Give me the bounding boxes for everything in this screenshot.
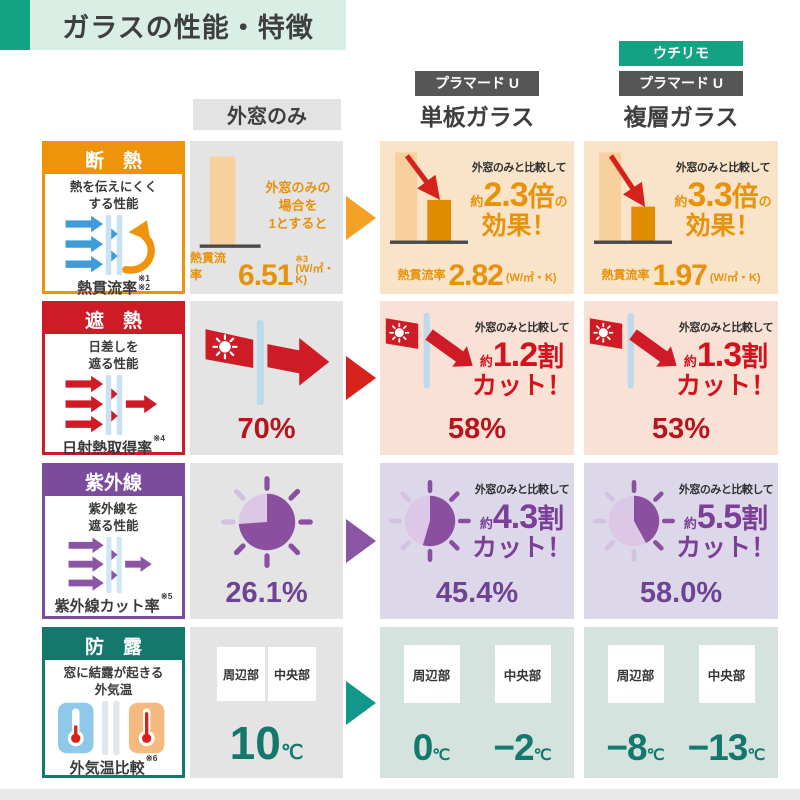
brand-badge-plamado-single: プラマード U	[415, 71, 539, 96]
metric-footnotes: ※6	[145, 752, 158, 763]
metric-name: 紫外線カット率	[54, 597, 160, 615]
double-glass-cell-heat: 外窓のみと比較して 約1.3割 カット！ 53%	[584, 301, 778, 455]
edge-temperature: −8℃	[606, 727, 665, 768]
effect-callout: 外窓のみと比較して 約2.3倍の 効果！	[470, 162, 568, 240]
double-value: 53%	[651, 413, 711, 445]
column-header-baseline: 外窓のみ	[193, 99, 341, 130]
insulation-label-card: 断 熱 熱を伝えにくく する性能	[42, 141, 185, 297]
metric-footnotes: ※5	[160, 590, 173, 601]
baseline-cell-uv: 26.1%	[190, 463, 343, 619]
row-condensation: 防 露 窓に結露が起きる 外気温	[0, 627, 800, 778]
edge-label: 周辺部	[217, 647, 265, 701]
row-title-uv: 紫外線	[45, 466, 182, 496]
single-glass-cell-heat: 外窓のみと比較して 約1.2割 カット！ 58%	[380, 301, 574, 455]
heat-shield-label-card: 遮 熱 日差しを 遮る性能	[42, 301, 185, 457]
right-arrow-icon	[346, 356, 376, 400]
metric-footnotes: ※4	[153, 432, 165, 443]
baseline-bar-chart	[199, 156, 261, 248]
baseline-metric-value: 熱貫流率 6.51 ※3 (W/㎡・K)	[190, 251, 335, 292]
insulation-arrows-icon	[65, 214, 155, 275]
comparison-bar-chart	[390, 152, 468, 244]
single-value: 45.4%	[435, 577, 519, 609]
row-title-condensation: 防 露	[45, 630, 182, 660]
uv-sun-pie-icon	[220, 476, 313, 568]
single-glass-cell-insulation: 外窓のみと比較して 約2.3倍の 効果！ 熱貫流率 2.82 (W/㎡・K)	[380, 141, 574, 294]
edge-label: 周辺部	[403, 645, 460, 703]
uv-sun-pie-icon	[389, 480, 471, 562]
heat-arrows-icon	[65, 374, 157, 435]
baseline-temperature: 10℃	[229, 717, 304, 769]
next-section-edge	[0, 789, 800, 800]
metric-name: 熱貫流率	[77, 279, 138, 297]
row-insulation: 断 熱 熱を伝えにくく する性能	[0, 141, 800, 297]
center-label: 中央部	[268, 647, 316, 701]
single-glass-cell-condensation: 周辺部 0℃ 中央部 −2℃	[380, 627, 574, 778]
metric-name: 日射熱取得率	[62, 439, 153, 457]
baseline-value: 26.1%	[225, 577, 308, 609]
baseline-cell-condensation: 周辺部 中央部 10℃	[190, 627, 343, 778]
baseline-cell-heat: 70%	[190, 301, 343, 455]
double-metric-value: 熱貫流率 1.97 (W/㎡・K)	[601, 258, 761, 292]
single-metric-value: 熱貫流率 2.82 (W/㎡・K)	[397, 258, 557, 292]
column-header-single-glass: 単板ガラス	[419, 104, 535, 130]
page-title: ガラスの性能・特徴	[30, 0, 346, 50]
right-arrow-icon	[346, 519, 376, 563]
row-heat-shield: 遮 熱 日差しを 遮る性能	[0, 301, 800, 457]
center-label: 中央部	[494, 645, 551, 703]
brand-badge-uchirimo: ウチリモ	[619, 41, 743, 66]
effect-callout: 外窓のみと比較して 約1.3割 カット！	[676, 322, 777, 400]
uv-label-card: 紫外線 紫外線を 遮る性能	[42, 463, 185, 619]
title-accent-bar	[0, 0, 30, 50]
double-glass-cell-insulation: 外窓のみと比較して 約3.3倍の 効果！ 熱貫流率 1.97 (W/㎡・K)	[584, 141, 778, 294]
row-uv: 紫外線 紫外線を 遮る性能	[0, 463, 800, 619]
column-header-double-glass: 複層ガラス	[623, 104, 739, 130]
effect-callout: 外窓のみと比較して 約5.5割 カット！	[676, 484, 777, 562]
sun-heat-arrow-icon	[385, 312, 473, 389]
condensation-label-card: 防 露 窓に結露が起きる 外気温	[42, 627, 185, 778]
double-value: 58.0%	[639, 577, 723, 609]
metric-name: 外気温比較	[69, 759, 145, 777]
effect-callout: 外窓のみと比較して 約4.3割 カット！	[472, 484, 573, 562]
effect-callout: 外窓のみと比較して 約3.3倍の 効果！	[674, 162, 772, 240]
thermometer-icon	[57, 700, 164, 755]
single-value: 58%	[447, 413, 507, 445]
double-glass-cell-condensation: 周辺部 −8℃ 中央部 −13℃	[584, 627, 778, 778]
row-title-insulation: 断 熱	[45, 144, 182, 174]
right-arrow-icon	[346, 680, 376, 725]
baseline-annotation: 外窓のみの 場合を 1とすると	[265, 180, 331, 232]
baseline-cell-insulation: 外窓のみの 場合を 1とすると 熱貫流率 6.51 ※3 (W/㎡・K)	[190, 141, 343, 294]
uv-sun-pie-icon	[593, 480, 675, 562]
center-temperature: −13℃	[687, 727, 766, 768]
comparison-bar-chart	[594, 152, 672, 244]
sun-heat-arrow-icon	[589, 312, 677, 389]
brand-badge-plamado-double: プラマード U	[619, 71, 743, 96]
edge-temperature: 0℃	[412, 727, 451, 768]
effect-callout: 外窓のみと比較して 約1.2割 カット！	[472, 322, 573, 400]
row-description: 熱を伝えにくく する性能	[69, 180, 158, 211]
row-title-heat-shield: 遮 熱	[45, 304, 182, 334]
sun-heat-arrow-icon	[205, 320, 330, 406]
single-glass-cell-uv: 外窓のみと比較して 約4.3割 カット！ 45.4%	[380, 463, 574, 619]
baseline-value: 70%	[237, 413, 296, 445]
metric-footnotes: ※1 ※2	[138, 272, 150, 293]
double-glass-cell-uv: 外窓のみと比較して 約5.5割 カット！ 58.0%	[584, 463, 778, 619]
edge-label: 周辺部	[607, 645, 664, 703]
right-arrow-icon	[346, 195, 376, 240]
center-temperature: −2℃	[493, 727, 552, 768]
uv-arrows-icon	[68, 536, 152, 594]
center-label: 中央部	[698, 645, 755, 703]
